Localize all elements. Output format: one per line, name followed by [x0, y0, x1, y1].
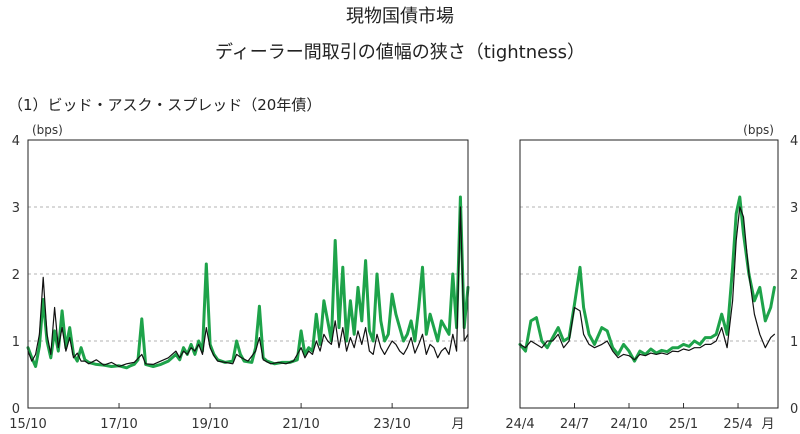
x-tick-label: 24/4	[505, 417, 534, 432]
series-line	[27, 206, 469, 368]
y-tick-label: 3	[790, 201, 798, 216]
chart-panel-long-term: 0 1 2 3 4 (bps) 15/10 17/10 19/10 21/10 23/10 月	[9, 123, 470, 432]
x-tick-label: 17/10	[100, 417, 137, 432]
y-tick-label: 1	[12, 335, 20, 350]
y-tick-label: 2	[790, 268, 798, 283]
series-line	[26, 195, 470, 370]
title-line-1: 現物国債市場	[346, 6, 454, 27]
section-label: （1）ビッド・アスク・スプレッド（20年債）	[8, 96, 321, 114]
series-line	[518, 195, 776, 363]
x-tick-label: 15/10	[9, 417, 46, 432]
y-tick-label: 2	[12, 268, 20, 283]
x-tick-label: 19/10	[191, 417, 228, 432]
title-line-2: ディーラー間取引の値幅の狭さ（tightness）	[215, 42, 585, 63]
x-unit-label: 月	[451, 417, 464, 432]
plot-frame	[519, 139, 779, 409]
x-tick-label: 25/1	[669, 417, 698, 432]
x-tick-label: 24/10	[610, 417, 647, 432]
series-line	[519, 206, 775, 361]
y-tick-label: 0	[790, 402, 798, 417]
x-tick-label: 21/10	[282, 417, 319, 432]
y-unit-label: (bps)	[743, 123, 774, 137]
y-tick-label: 4	[790, 134, 798, 149]
y-tick-label: 3	[12, 201, 20, 216]
x-unit-label: 月	[761, 417, 774, 432]
x-tick-label: 25/4	[723, 417, 752, 432]
y-tick-label: 1	[790, 335, 798, 350]
y-tick-label: 4	[12, 134, 20, 149]
chart-panel-recent: 0 1 2 3 4 (bps) 24/4 24/7 24/10 25/1 25/4 月	[505, 123, 798, 432]
x-tick-label: 23/10	[373, 417, 410, 432]
x-tick-label: 24/7	[560, 417, 589, 432]
y-unit-label: (bps)	[32, 123, 63, 137]
plot-frame	[27, 139, 469, 409]
y-tick-label: 0	[12, 402, 20, 417]
